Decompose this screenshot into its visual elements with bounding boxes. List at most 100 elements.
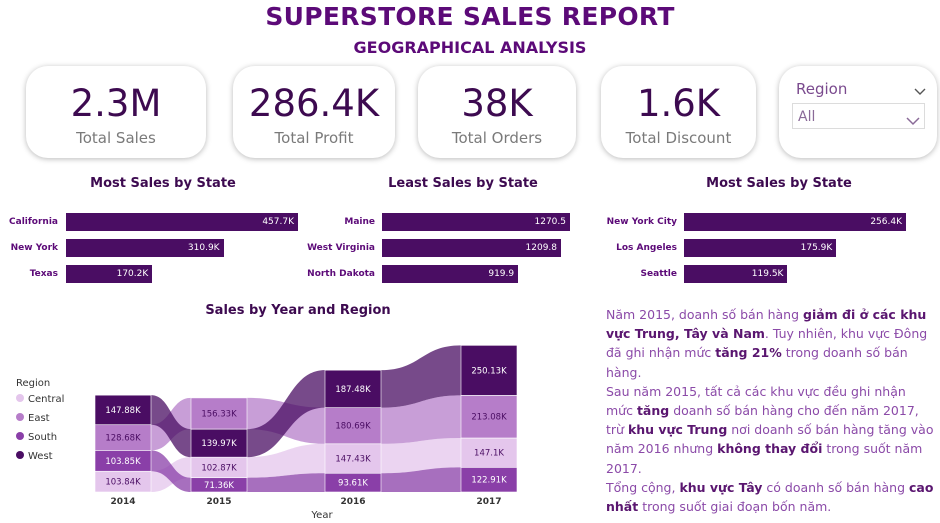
column-segment-south[interactable] [94,450,152,472]
data-label: 180.69K [335,422,371,432]
bar-label: Seattle [640,269,677,279]
column-segment-east[interactable] [460,395,518,439]
region-slicer[interactable]: Region All [779,66,937,158]
ribbon-west[interactable] [151,395,191,458]
bar-label: California [9,217,58,227]
least-sales-state-title: Least Sales by State [388,176,538,191]
data-label: 187.48K [335,385,371,395]
legend-swatch [16,451,24,459]
data-label: 147.43K [335,455,371,465]
column-segment-east[interactable] [190,397,248,430]
kpi-value: 38K [461,82,533,125]
report-subtitle: GEOGRAPHICAL ANALYSIS [353,38,587,57]
legend-title: Region [16,378,51,389]
data-label: 139.97K [201,439,237,449]
bar[interactable]: 1209.8 [382,239,562,257]
legend-swatch [16,413,24,421]
legend-label: Central [28,394,65,405]
region-dropdown[interactable]: All [792,103,925,129]
chevron-down-icon [906,111,920,130]
bar-label: New York [10,243,58,253]
bar-label: New York City [606,217,677,227]
data-label: 102.87K [201,463,237,473]
bar-label: Los Angeles [616,243,677,253]
column-segment-east[interactable] [94,424,152,451]
column-segment-south[interactable] [460,467,518,493]
bar[interactable]: 310.9K [66,239,224,257]
data-label: 103.85K [105,457,141,467]
x-tick-label: 2014 [110,497,135,507]
region-slicer-label: Region [796,80,848,98]
data-label: 213.08K [471,413,507,423]
data-label: 250.13K [471,366,507,376]
data-label: 147.88K [105,406,141,416]
legend-label: East [28,413,50,424]
data-label: 71.36K [204,481,234,491]
most-sales-city-title: Most Sales by State [706,176,852,191]
data-label: 103.84K [105,478,141,488]
bar[interactable]: 1270.5 [382,213,570,231]
legend-label: West [28,451,53,462]
kpi-label: Total Discount [625,129,732,147]
kpi-label: Total Sales [76,129,156,147]
chevron-down-icon[interactable] [914,81,926,100]
most-sales-state-chart: California 457.7K New York 310.9K Texas … [8,211,298,291]
region-dropdown-value: All [798,109,816,125]
narrative-paragraph-3: Tổng cộng, khu vực Tây có doanh số bán h… [606,479,934,515]
ribbon-east[interactable] [381,395,461,444]
report-title: SUPERSTORE SALES REPORT [265,2,675,31]
kpi-label: Total Profit [274,129,354,147]
x-tick-label: 2015 [206,497,231,507]
kpi-value: 1.6K [636,82,721,125]
bar[interactable]: 256.4K [684,213,906,231]
ribbon-west[interactable] [247,370,325,458]
ribbon-south[interactable] [381,467,461,492]
most-sales-state-title: Most Sales by State [90,176,236,191]
legend-item-central[interactable]: Central [16,394,64,413]
bar[interactable]: 170.2K [66,265,153,283]
column-segment-central[interactable] [460,437,518,468]
kpi-card-total-profit: 286.4K Total Profit [233,66,395,158]
legend-swatch [16,432,24,440]
sales-by-year-ribbon-chart: 103.84K 102.87K 147.43K 147.1K 128.68K 156.33… [94,345,518,521]
legend-item-south[interactable]: South [16,432,64,451]
bar-label: Maine [344,217,375,227]
bar-label: North Dakota [307,269,375,279]
ribbon-chart-title: Sales by Year and Region [205,303,391,318]
least-sales-state-chart: Maine 1270.5 West Virginia 1209.8 North … [300,211,600,291]
x-tick-label: 2017 [476,497,501,507]
narrative-text: Năm 2015, doanh số bán hàng giảm đi ở cá… [606,305,936,516]
x-tick-label: 2016 [340,497,365,507]
column-segment-south[interactable] [324,472,382,493]
ribbon-central[interactable] [381,437,461,474]
legend-item-east[interactable]: East [16,413,64,432]
bar[interactable]: 457.7K [66,213,298,231]
ribbon-central[interactable] [247,443,325,478]
column-segment-west[interactable] [94,394,152,426]
bar-label: Texas [29,269,58,279]
narrative-paragraph-1: Năm 2015, doanh số bán hàng giảm đi ở cá… [606,307,928,380]
legend-swatch [16,394,24,402]
narrative-paragraph-2: Sau năm 2015, tất cả các khu vực đều ghi… [606,383,934,476]
kpi-value: 286.4K [248,82,380,125]
bar[interactable]: 175.9K [684,239,837,257]
column-segment-west[interactable] [324,369,382,408]
data-label: 147.1K [474,449,504,459]
kpi-label: Total Orders [451,129,543,147]
column-segment-west[interactable] [460,345,518,396]
column-segment-west[interactable] [190,428,248,458]
kpi-value: 2.3M [70,82,162,125]
ribbon-south[interactable] [151,450,191,492]
column-segment-south[interactable] [190,477,248,493]
bar[interactable]: 119.5K [684,265,788,283]
legend-item-west[interactable]: West [16,451,64,470]
ribbon-south[interactable] [247,473,325,492]
legend-label: South [28,432,58,443]
data-label: 122.91K [471,476,507,486]
kpi-card-total-sales: 2.3M Total Sales [26,66,206,158]
data-label: 93.61K [338,479,368,489]
ribbon-west[interactable] [381,345,461,408]
kpi-card-total-discount: 1.6K Total Discount [601,66,756,158]
bar[interactable]: 919.9 [382,265,519,283]
bar-label: West Virginia [307,243,375,253]
